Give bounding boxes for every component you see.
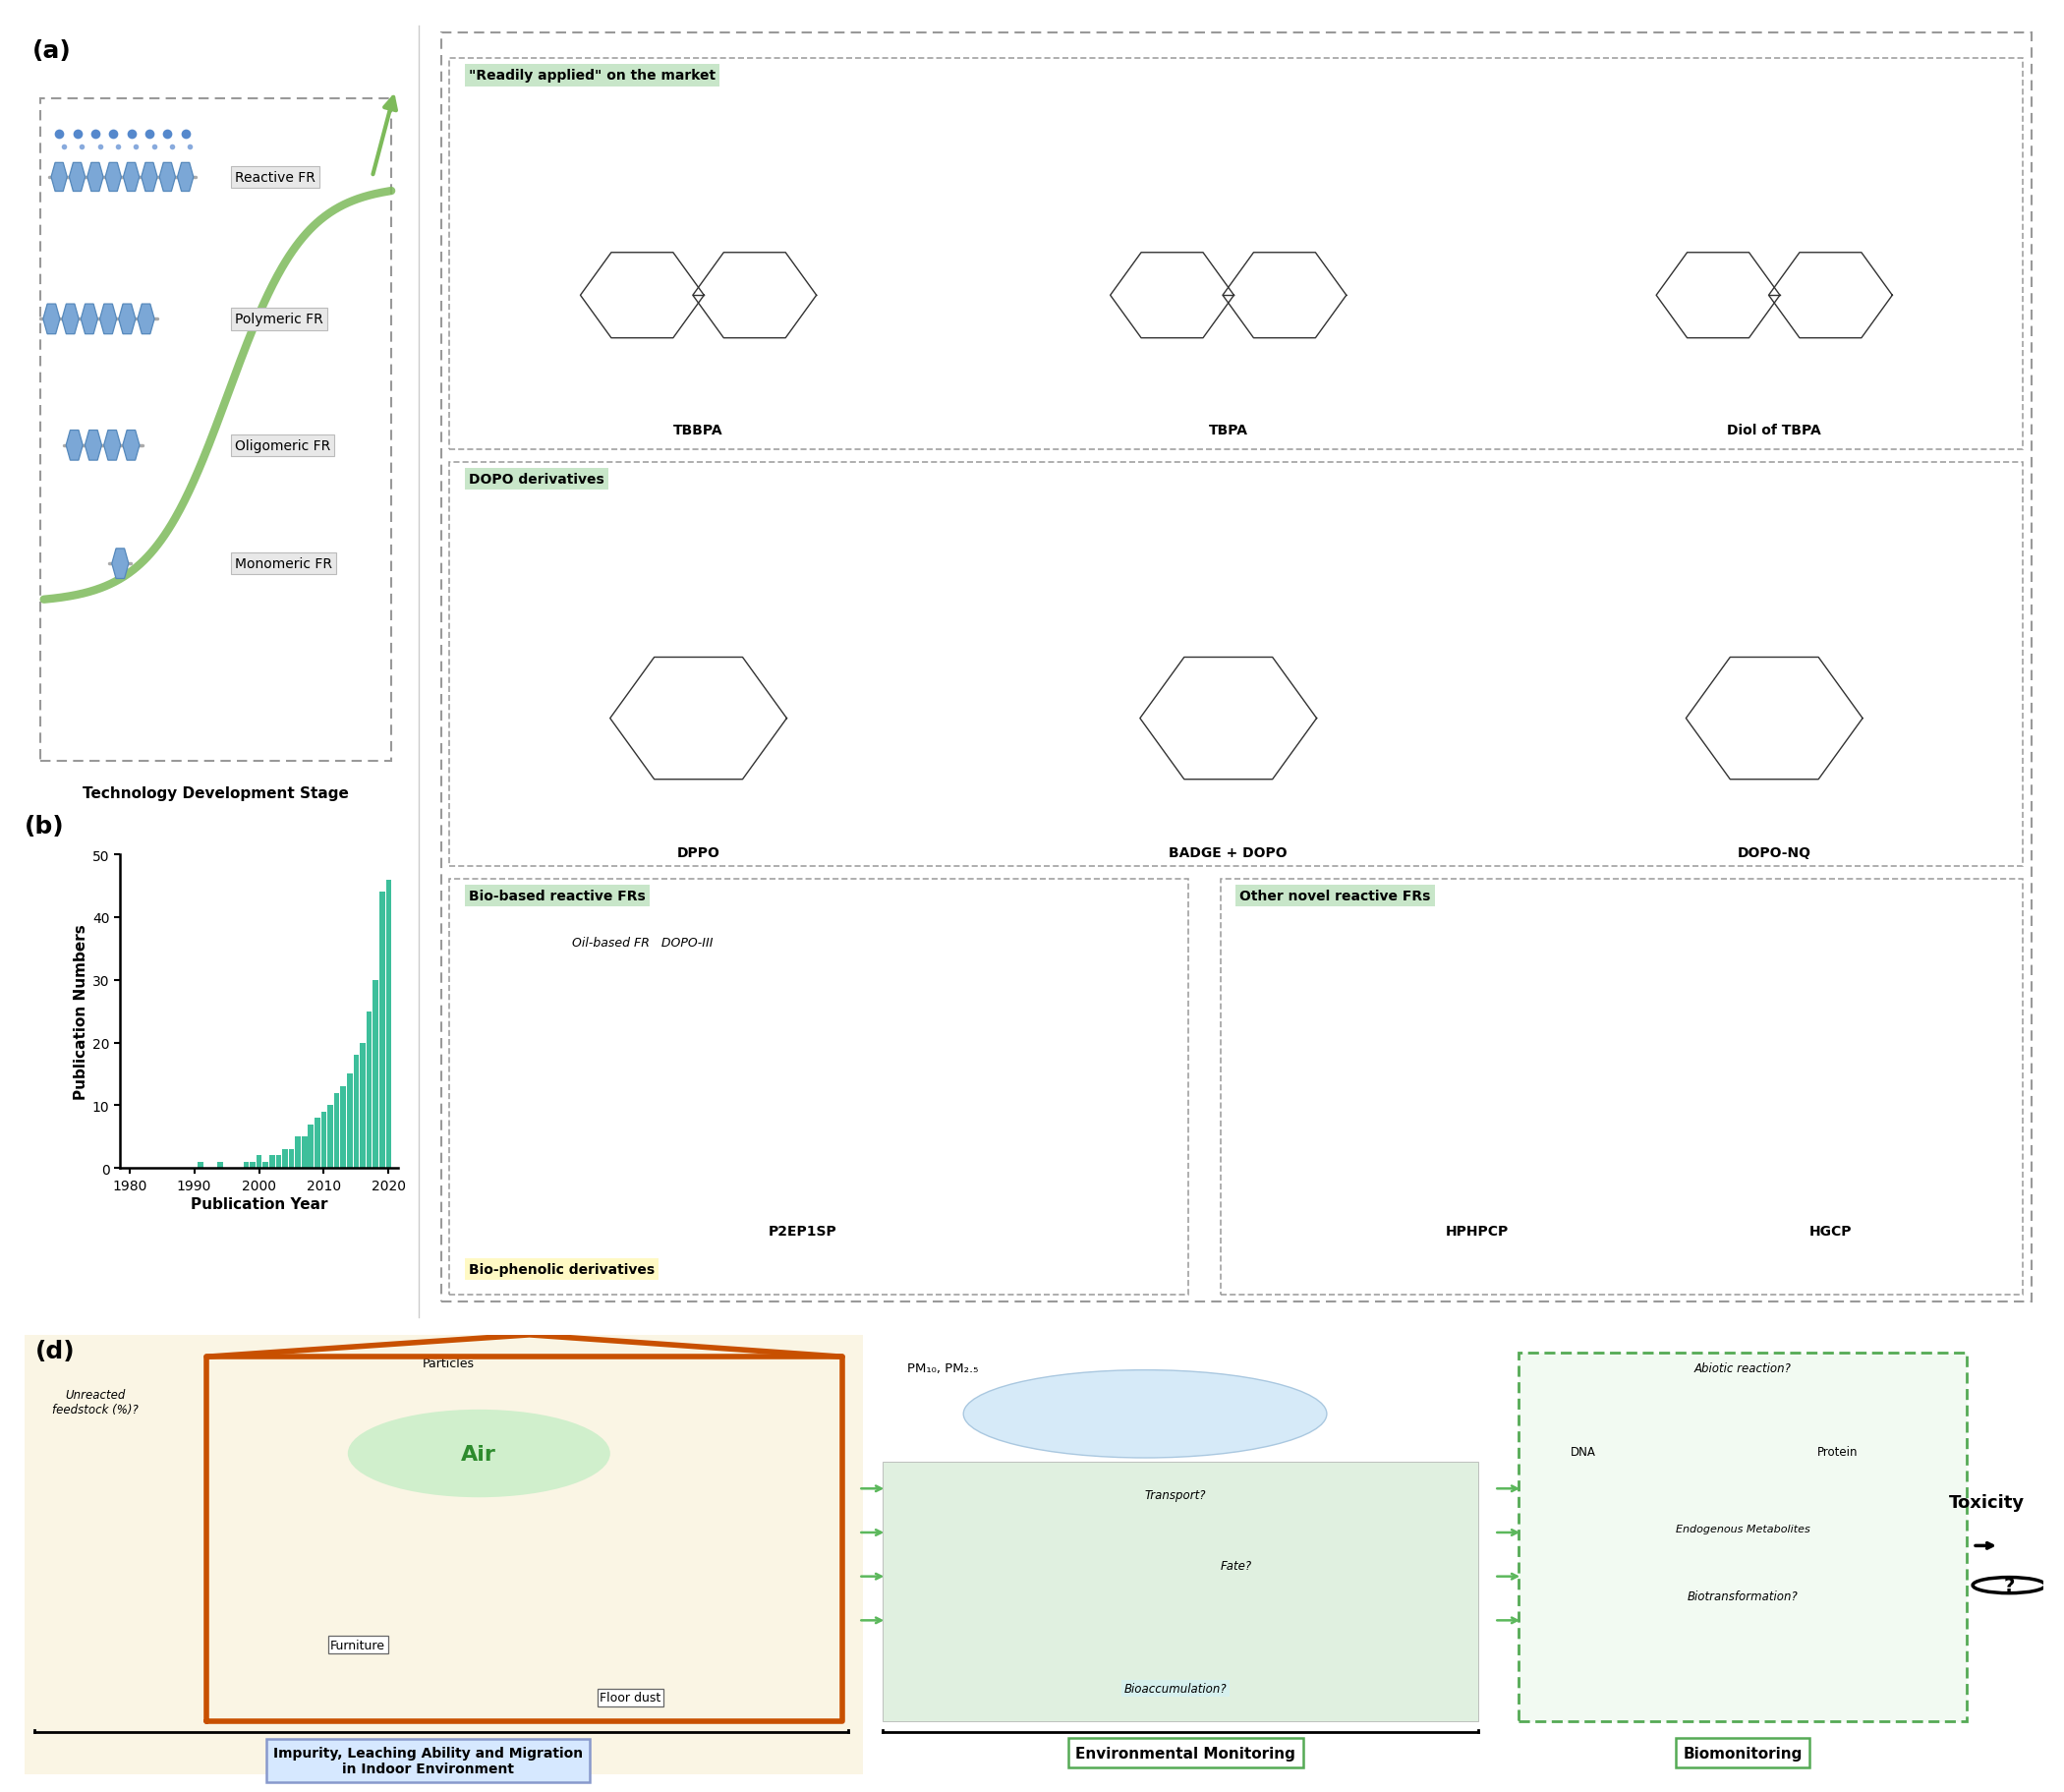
Text: Diol of TBPA: Diol of TBPA	[1728, 423, 1820, 437]
Text: Fate?: Fate?	[1220, 1559, 1251, 1572]
Text: HPHPCP: HPHPCP	[1445, 1224, 1509, 1238]
Circle shape	[1973, 1577, 2045, 1593]
Bar	[268, 1156, 275, 1168]
FancyBboxPatch shape	[442, 34, 2031, 1301]
Text: (a): (a)	[33, 39, 72, 63]
Text: Bio-based reactive FRs: Bio-based reactive FRs	[469, 889, 646, 903]
Text: ?: ?	[2004, 1575, 2014, 1595]
Bar	[244, 1163, 250, 1168]
FancyBboxPatch shape	[883, 1462, 1478, 1722]
Text: Bio-phenolic derivatives: Bio-phenolic derivatives	[469, 1262, 654, 1276]
Text: DNA: DNA	[1571, 1444, 1595, 1457]
Text: TBPA: TBPA	[1210, 423, 1249, 437]
Text: Unreacted
feedstock (%)?: Unreacted feedstock (%)?	[52, 1387, 138, 1416]
Text: Monomeric FR: Monomeric FR	[235, 557, 332, 572]
Text: Floor dust: Floor dust	[601, 1692, 660, 1704]
Text: +H₂O: +H₂O	[1079, 1392, 1110, 1401]
Text: Reactive FR: Reactive FR	[235, 170, 316, 185]
Text: DPPO: DPPO	[677, 846, 720, 860]
Text: Transformation?: Transformation?	[1100, 1466, 1189, 1477]
Text: BADGE + DOPO: BADGE + DOPO	[1168, 846, 1288, 860]
Text: Furniture: Furniture	[330, 1638, 386, 1650]
Text: (b): (b)	[25, 815, 64, 839]
Bar	[367, 1011, 372, 1168]
Bar	[289, 1150, 295, 1168]
Bar	[217, 1163, 223, 1168]
FancyBboxPatch shape	[450, 878, 1189, 1296]
Text: (d): (d)	[35, 1339, 74, 1364]
FancyBboxPatch shape	[450, 59, 2023, 450]
FancyBboxPatch shape	[25, 1335, 863, 1774]
Bar	[308, 1125, 314, 1168]
Text: Other novel reactive FRs: Other novel reactive FRs	[1240, 889, 1430, 903]
Text: P2EP1SP: P2EP1SP	[768, 1224, 838, 1238]
FancyBboxPatch shape	[450, 462, 2023, 866]
Bar	[359, 1043, 365, 1168]
Bar	[283, 1150, 287, 1168]
Ellipse shape	[964, 1371, 1327, 1459]
Text: Toxicity: Toxicity	[1948, 1493, 2025, 1511]
Text: PM₁₀, PM₂.₅: PM₁₀, PM₂.₅	[908, 1362, 978, 1374]
Text: + HCl: + HCl	[1049, 1426, 1079, 1437]
Text: Oil-based FR   DOPO-III: Oil-based FR DOPO-III	[572, 937, 712, 950]
Bar	[277, 1156, 281, 1168]
Text: Air: Air	[462, 1444, 497, 1464]
FancyBboxPatch shape	[1220, 878, 2023, 1296]
Text: DOPO derivatives: DOPO derivatives	[469, 473, 605, 486]
Bar	[301, 1138, 308, 1168]
Text: TBBPA: TBBPA	[673, 423, 722, 437]
Text: Technology Development Stage: Technology Development Stage	[83, 787, 349, 801]
Text: Biotransformation?: Biotransformation?	[1686, 1590, 1798, 1602]
Text: HGCP: HGCP	[1810, 1224, 1851, 1238]
Text: Biomonitoring: Biomonitoring	[1682, 1745, 1802, 1760]
Text: Polymeric FR: Polymeric FR	[235, 314, 322, 326]
Bar	[262, 1163, 268, 1168]
Bar	[334, 1093, 341, 1168]
Bar	[198, 1163, 204, 1168]
Text: Transport?: Transport?	[1146, 1489, 1205, 1502]
Bar	[322, 1111, 326, 1168]
Bar	[250, 1163, 256, 1168]
Bar	[295, 1138, 301, 1168]
Bar	[328, 1106, 332, 1168]
Text: "Readily applied" on the market: "Readily applied" on the market	[469, 70, 716, 82]
Text: Abiotic reaction?: Abiotic reaction?	[1695, 1362, 1792, 1374]
Text: Endogenous Metabolites: Endogenous Metabolites	[1676, 1523, 1810, 1534]
Bar	[386, 880, 392, 1168]
X-axis label: Publication Year: Publication Year	[190, 1197, 328, 1211]
Y-axis label: Publication Numbers: Publication Numbers	[74, 925, 89, 1098]
Bar	[314, 1118, 320, 1168]
FancyBboxPatch shape	[39, 99, 392, 762]
Text: Bioaccumulation?: Bioaccumulation?	[1125, 1683, 1226, 1695]
Text: Particles: Particles	[423, 1357, 475, 1369]
Text: Environmental Monitoring: Environmental Monitoring	[1075, 1745, 1296, 1760]
Bar	[341, 1086, 347, 1168]
Bar	[353, 1055, 359, 1168]
Text: Impurity, Leaching Ability and Migration
in Indoor Environment: Impurity, Leaching Ability and Migration…	[275, 1745, 584, 1776]
Text: DOPO-NQ: DOPO-NQ	[1738, 846, 1810, 860]
Text: Oligomeric FR: Oligomeric FR	[235, 439, 330, 453]
Bar	[380, 892, 384, 1168]
Ellipse shape	[347, 1410, 611, 1498]
Bar	[347, 1075, 353, 1168]
FancyBboxPatch shape	[1519, 1353, 1967, 1722]
Bar	[374, 980, 378, 1168]
Bar	[256, 1156, 262, 1168]
Text: Protein: Protein	[1816, 1444, 1858, 1457]
